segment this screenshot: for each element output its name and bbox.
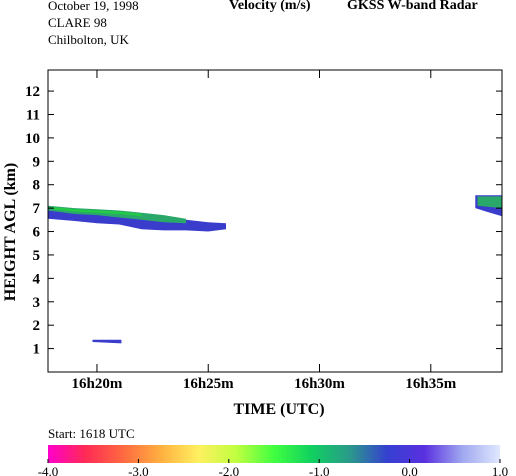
start-time-label: Start: 1618 UTC xyxy=(48,426,135,441)
header-date: October 19, 1998 xyxy=(48,0,139,13)
colorbar-tick-label-1: -3.0 xyxy=(128,464,149,476)
y-tick-label-1: 1 xyxy=(33,342,41,358)
y-axis-title: HEIGHT AGL (km) xyxy=(2,163,19,301)
echo-layer-4 xyxy=(477,196,502,209)
y-tick-label-9: 9 xyxy=(33,154,41,170)
y-tick-label-11: 11 xyxy=(26,107,40,123)
y-tick-label-4: 4 xyxy=(33,271,41,287)
colorbar-tick-label-5: 1.0 xyxy=(492,464,508,476)
x-tick-label-25: 16h25m xyxy=(183,376,234,392)
colorbar-tick-label-3: -1.0 xyxy=(309,464,330,476)
instrument-title: GKSS W-band Radar xyxy=(347,0,478,13)
header-campaign: CLARE 98 xyxy=(48,15,107,30)
chart-title: Velocity (m/s) xyxy=(229,0,311,13)
colorbar-tick-label-4: 0.0 xyxy=(401,464,417,476)
y-tick-label-8: 8 xyxy=(33,178,41,194)
x-axis-title: TIME (UTC) xyxy=(233,401,324,418)
velocity-colorbar: -4.0 -3.0 -2.0 -1.0 0.0 1.0 xyxy=(38,445,508,476)
x-tick-label-35: 16h35m xyxy=(405,376,456,392)
y-tick-label-6: 6 xyxy=(33,225,41,241)
echo-layer-2 xyxy=(52,207,142,217)
echo-layers xyxy=(48,195,502,344)
colorbar-tick-label-2: -2.0 xyxy=(219,464,240,476)
y-tick-label-3: 3 xyxy=(33,295,41,311)
y-tick-label-12: 12 xyxy=(25,84,40,100)
x-axis: 16h20m 16h25m 16h30m 16h35m xyxy=(72,70,457,392)
header-location: Chilbolton, UK xyxy=(48,32,129,47)
x-tick-label-20: 16h20m xyxy=(72,376,123,392)
x-tick-label-30: 16h30m xyxy=(294,376,345,392)
y-tick-label-5: 5 xyxy=(33,248,41,264)
y-tick-label-2: 2 xyxy=(33,318,41,334)
y-tick-label-10: 10 xyxy=(25,131,40,147)
y-tick-label-7: 7 xyxy=(33,201,41,217)
colorbar-gradient xyxy=(48,445,500,463)
colorbar-tick-label-0: -4.0 xyxy=(38,464,59,476)
echo-layer-5 xyxy=(92,339,122,344)
plot-frame xyxy=(47,69,503,373)
